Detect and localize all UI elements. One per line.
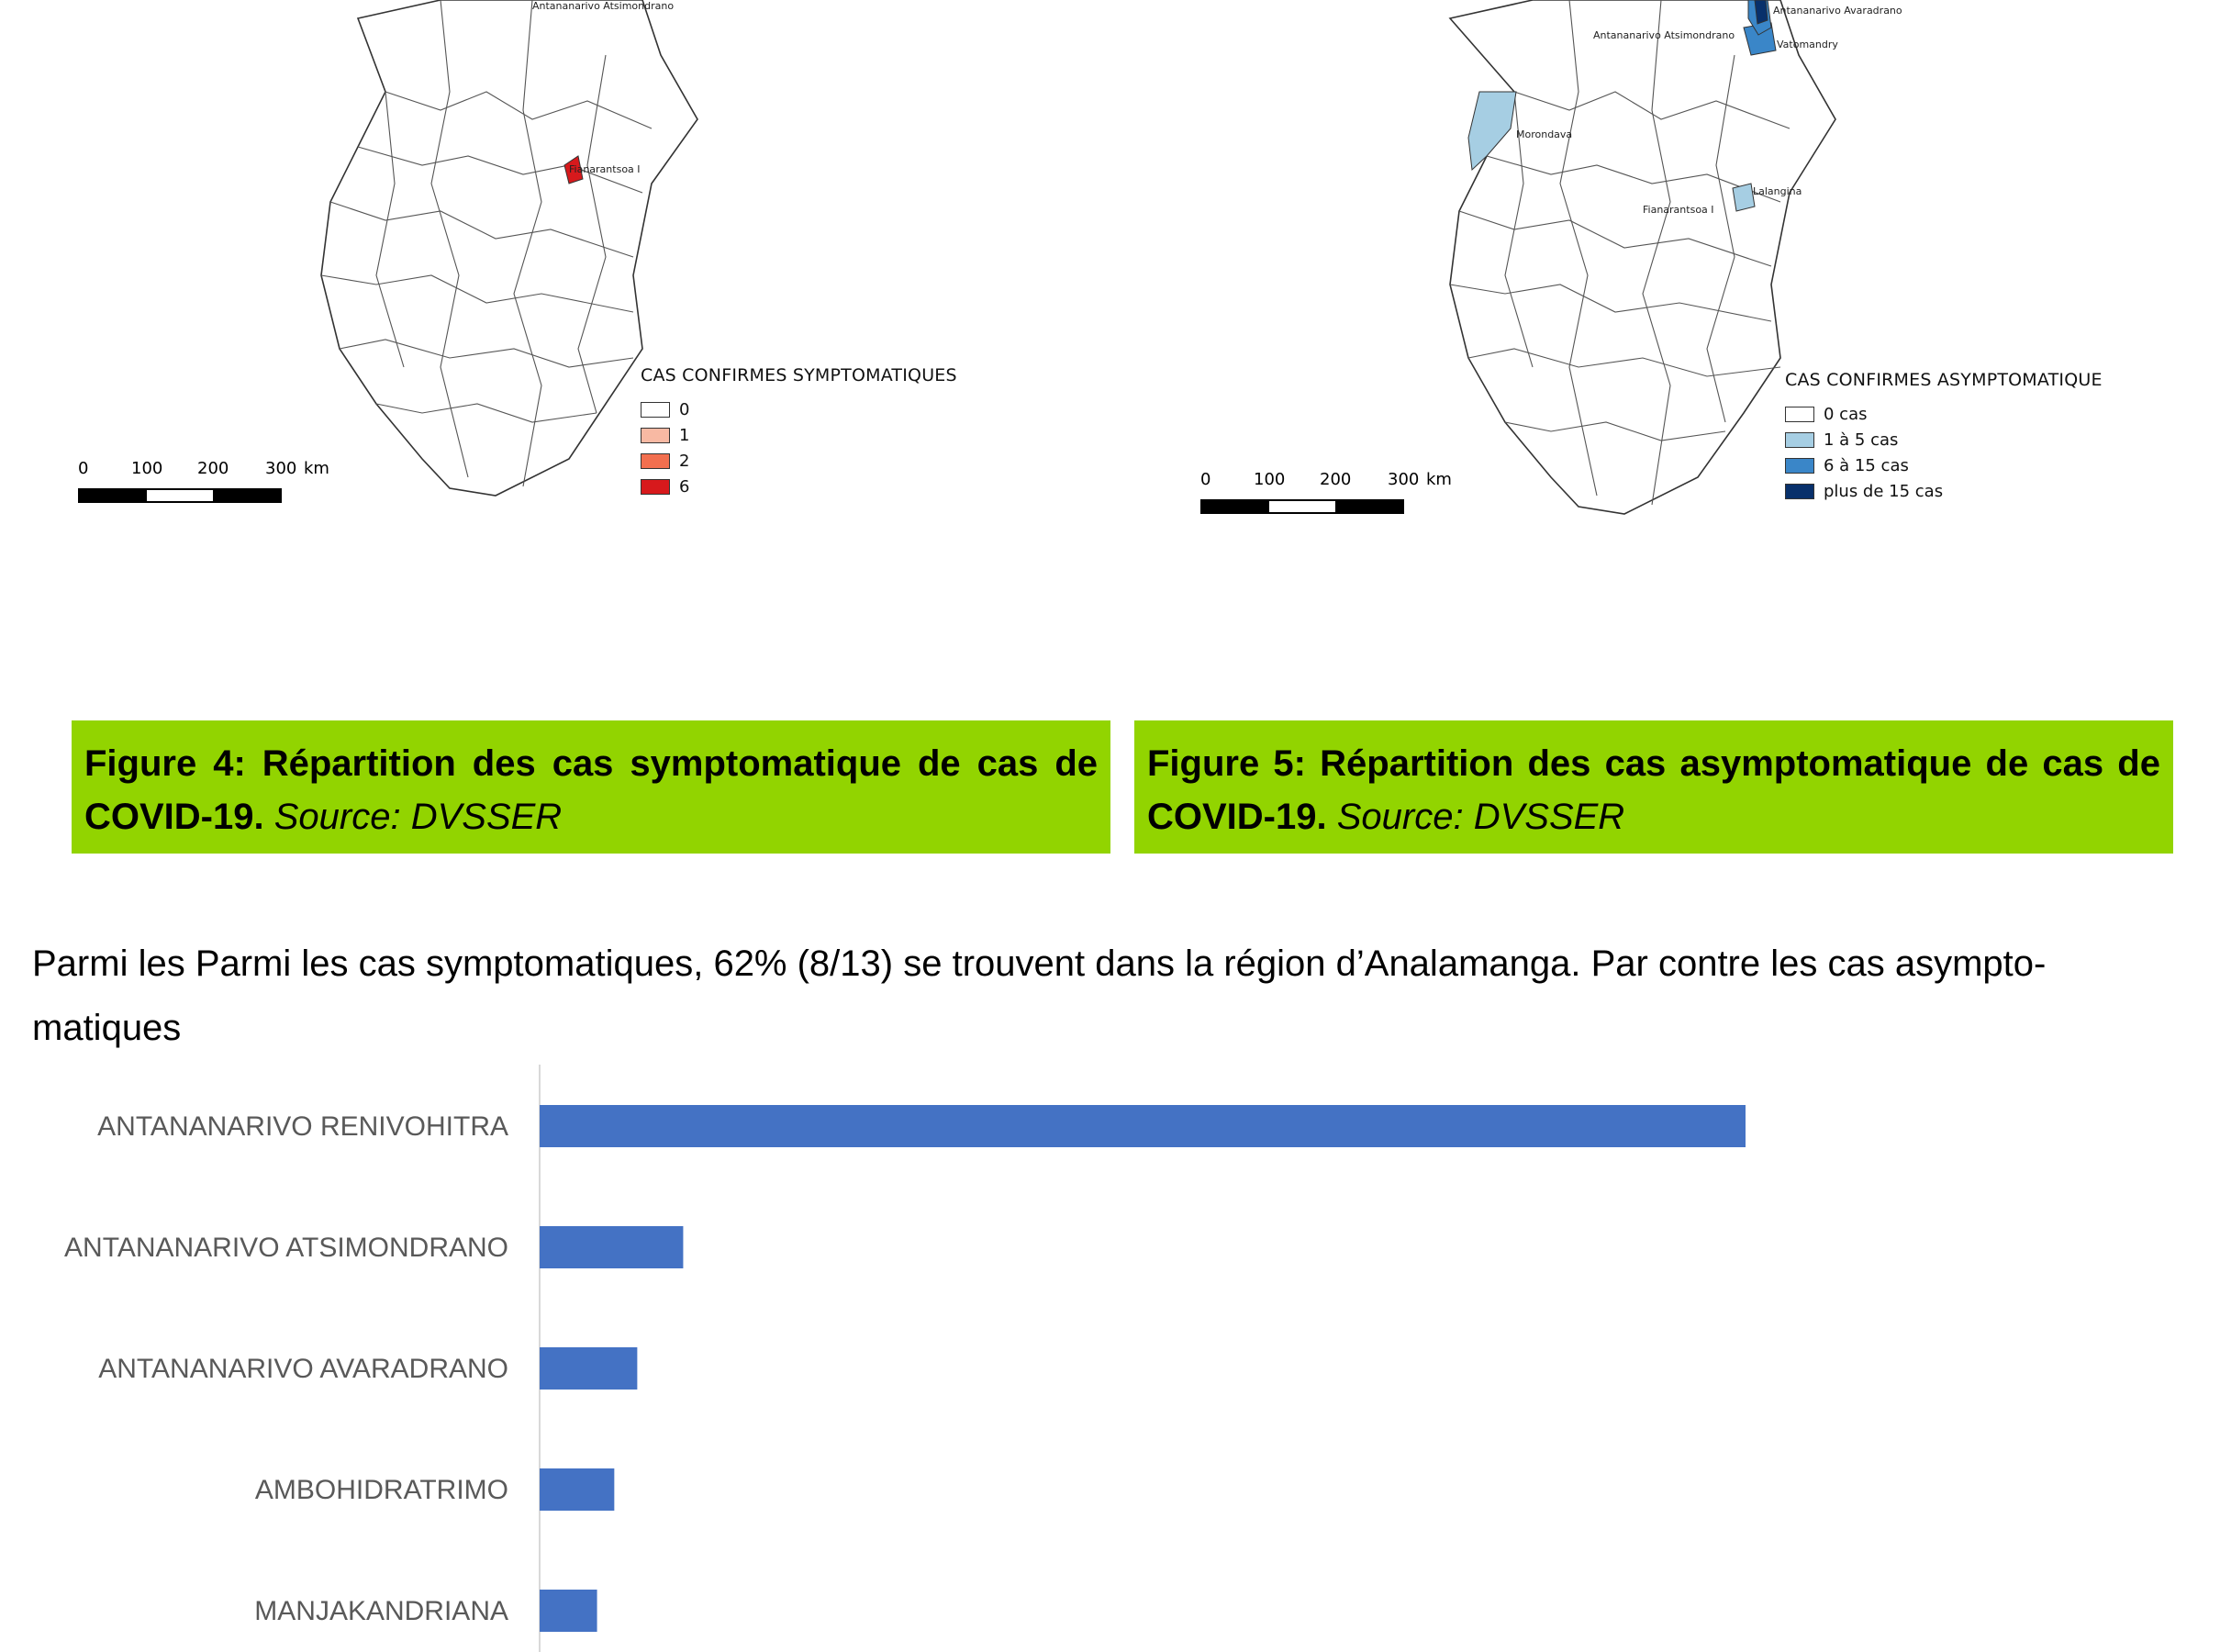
category-label: AMBOHIDRATRIMO <box>255 1475 508 1505</box>
madagascar-map-symptomatic <box>320 0 698 497</box>
legend-label: 1 <box>679 425 690 445</box>
legend-swatch <box>641 478 670 495</box>
legend-swatch <box>641 427 670 443</box>
place-label: Morondava <box>1516 128 1573 140</box>
bar <box>540 1590 597 1632</box>
category-label: ANTANANARIVO ATSIMONDRANO <box>64 1233 508 1263</box>
body-paragraph: Parmi les Parmi les cas symptomatiques, … <box>32 943 2047 1048</box>
legend-item: 6 <box>641 474 957 499</box>
scale-label: km <box>304 459 329 478</box>
place-label: Fianarantsoa I <box>569 163 641 175</box>
place-label: Fianarantsoa I <box>1643 204 1714 216</box>
madagascar-map-asymptomatic <box>1448 0 1836 515</box>
figure-5-map: Antananarivo Avaradrano Antananarivo Ats… <box>1138 0 2193 551</box>
legend-item: 0 cas <box>1785 401 2103 427</box>
map-legend: CAS CONFIRMES ASYMPTOMATIQUE 0 cas 1 à 5 … <box>1785 370 2103 504</box>
scale-bar-graphic <box>1200 499 1404 514</box>
scale-label: 200 <box>1320 470 1352 489</box>
bar <box>540 1226 684 1268</box>
figure-4-map: Antananarivo Atsimondrano Fianarantsoa I… <box>55 0 1110 551</box>
scale-label: 100 <box>131 459 163 478</box>
scale-label: 300 <box>265 459 297 478</box>
caption-source: Source: DVSSER <box>1336 797 1625 837</box>
category-label: MANJAKANDRIANA <box>254 1596 508 1626</box>
scale-label: 0 <box>1200 470 1211 489</box>
legend-item: 2 <box>641 448 957 474</box>
legend-label: 0 <box>679 399 690 419</box>
legend-swatch <box>1785 406 1814 422</box>
legend-item: 1 <box>641 422 957 448</box>
legend-item: 1 à 5 cas <box>1785 427 2103 452</box>
legend-item: plus de 15 cas <box>1785 478 2103 504</box>
place-label: Antananarivo Avaradrano <box>1773 5 1902 17</box>
legend-item: 0 <box>641 396 957 422</box>
bar <box>540 1105 1746 1147</box>
legend-label: 1 à 5 cas <box>1824 430 1899 450</box>
scale-label: 200 <box>197 459 229 478</box>
legend-label: plus de 15 cas <box>1824 481 1944 501</box>
legend-swatch <box>641 452 670 469</box>
legend-item: 6 à 15 cas <box>1785 452 2103 478</box>
legend-label: 0 cas <box>1824 404 1868 424</box>
scale-bar-graphic <box>78 488 282 503</box>
legend-label: 6 <box>679 476 690 497</box>
place-label: Vatomandry <box>1777 39 1838 50</box>
map-legend: CAS CONFIRMES SYMPTOMATIQUES 0 1 2 6 <box>641 365 957 499</box>
caption-title: Figure 5: Répartition des cas asymptomat… <box>1147 743 2160 837</box>
district-bar-chart: ANTANANARIVO RENIVOHITRA ANTANANARIVO ATS… <box>64 1065 1746 1652</box>
place-label: Antananarivo Atsimondrano <box>1593 29 1735 41</box>
legend-label: 6 à 15 cas <box>1824 455 1909 475</box>
place-label: Lalangina <box>1753 185 1802 197</box>
legend-swatch <box>1785 483 1814 499</box>
scale-label: 100 <box>1254 470 1286 489</box>
figure-5-caption: Figure 5: Répartition des cas asymptomat… <box>1134 720 2173 854</box>
scale-label: 300 <box>1388 470 1420 489</box>
scale-bar: 0 100 200 300 km <box>78 459 372 503</box>
legend-title: CAS CONFIRMES SYMPTOMATIQUES <box>641 365 957 385</box>
category-label: ANTANANARIVO AVARADRANO <box>98 1354 508 1384</box>
legend-swatch <box>1785 431 1814 448</box>
place-label: Antananarivo Atsimondrano <box>532 0 675 12</box>
bar <box>540 1347 638 1390</box>
bar <box>540 1468 615 1511</box>
scale-label: km <box>1426 470 1452 489</box>
legend-swatch <box>1785 457 1814 474</box>
caption-source: Source: DVSSER <box>273 797 563 837</box>
legend-title: CAS CONFIRMES ASYMPTOMATIQUE <box>1785 370 2103 390</box>
category-label: ANTANANARIVO RENIVOHITRA <box>97 1111 508 1142</box>
figure-4-caption: Figure 4: Répartition des cas symptomati… <box>72 720 1110 854</box>
scale-label: 0 <box>78 459 89 478</box>
legend-swatch <box>641 401 670 418</box>
legend-label: 2 <box>679 451 690 471</box>
caption-title: Figure 4: Répartition des cas symptomati… <box>84 743 1098 837</box>
scale-bar: 0 100 200 300 km <box>1200 470 1494 514</box>
